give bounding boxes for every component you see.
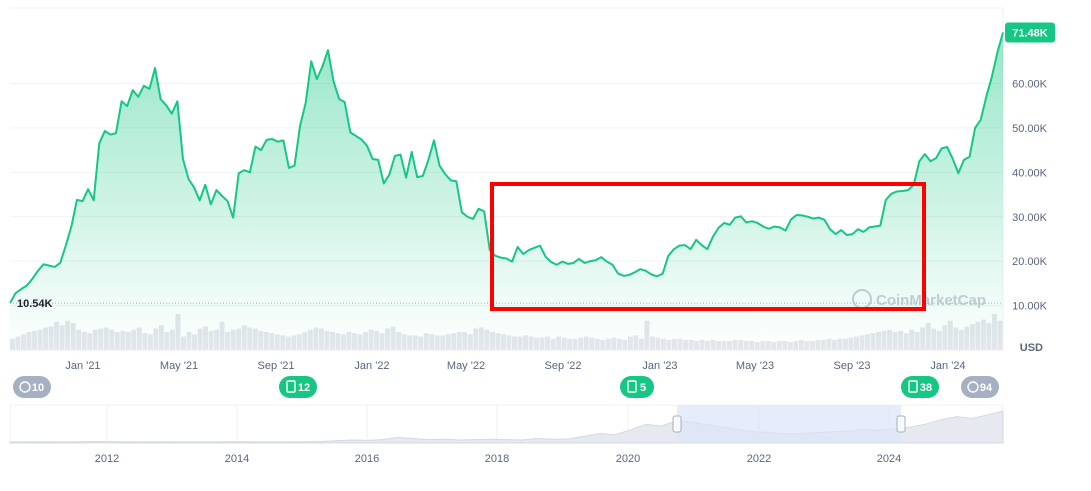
y-tick-label: 50.00K xyxy=(1012,123,1048,135)
y-tick-label: 60.00K xyxy=(1012,79,1048,91)
document-icon xyxy=(908,380,918,393)
x-tick-label: Sep '21 xyxy=(258,360,295,372)
navigator-tick-label: 2016 xyxy=(355,453,379,465)
x-tick-label: May '22 xyxy=(447,360,485,372)
x-tick-label: Jan '24 xyxy=(930,360,965,372)
document-icon xyxy=(286,380,296,393)
y-tick-label: 10.00K xyxy=(1012,301,1048,313)
event-badge-label: 94 xyxy=(980,382,993,394)
x-tick-label: Jan '21 xyxy=(65,360,100,372)
x-tick-label: Sep '23 xyxy=(834,360,871,372)
current-price-label: 71.48K xyxy=(1012,28,1048,40)
x-tick-label: Jan '22 xyxy=(354,360,389,372)
navigator-handle[interactable] xyxy=(672,415,682,433)
navigator-tick-label: 2022 xyxy=(747,453,771,465)
price-line[interactable] xyxy=(9,32,1004,304)
event-badge[interactable] xyxy=(13,376,51,398)
y-tick-label: 20.00K xyxy=(1012,256,1048,268)
x-tick-label: Sep '22 xyxy=(545,360,582,372)
navigator-tick-label: 2024 xyxy=(877,453,901,465)
y-tick-label: 30.00K xyxy=(1012,212,1048,224)
event-badge-label: 38 xyxy=(920,382,932,394)
navigator-handle[interactable] xyxy=(896,415,906,433)
current-price-badge xyxy=(1005,22,1055,43)
x-tick-label: May '21 xyxy=(160,360,198,372)
event-badge-label: 10 xyxy=(32,382,44,394)
navigator-tick-label: 2014 xyxy=(225,453,249,465)
document-icon xyxy=(627,380,637,393)
navigator-selection[interactable] xyxy=(677,405,901,443)
unit-label: USD xyxy=(1020,342,1043,354)
event-badge-label: 5 xyxy=(640,382,646,394)
navigator-tick-label: 2012 xyxy=(95,453,119,465)
event-badge-label: 12 xyxy=(298,382,310,394)
history-icon xyxy=(19,381,31,393)
navigator-tick-label: 2018 xyxy=(485,453,509,465)
navigator-tick-label: 2020 xyxy=(616,453,640,465)
y-tick-label: 40.00K xyxy=(1012,167,1048,179)
low-price-label: 10.54K xyxy=(17,298,53,310)
x-tick-label: May '23 xyxy=(736,360,774,372)
event-badge[interactable] xyxy=(961,376,999,398)
price-area xyxy=(10,32,1003,351)
x-tick-label: Jan '23 xyxy=(642,360,677,372)
highlight-box xyxy=(490,182,926,311)
event-badge[interactable] xyxy=(620,376,654,398)
clock-icon xyxy=(967,381,979,393)
